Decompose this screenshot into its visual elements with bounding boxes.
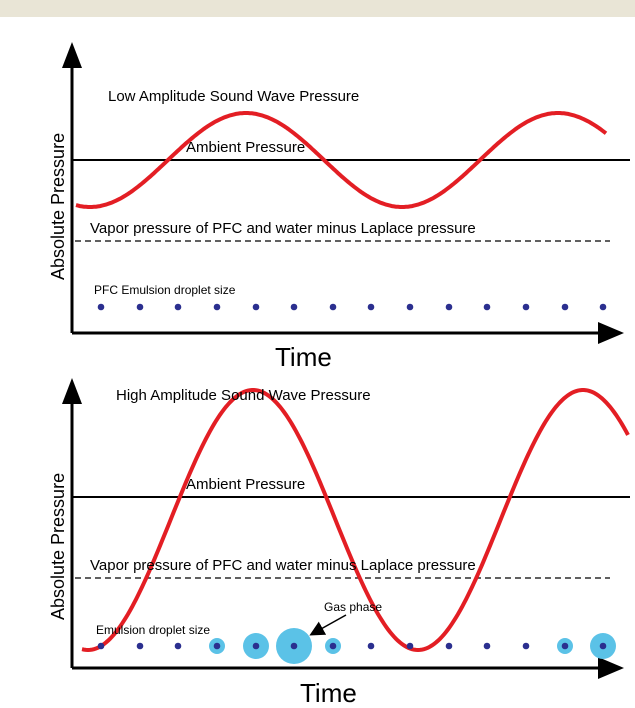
panel1-droplet — [136, 303, 144, 311]
panel2-droplet — [561, 642, 569, 650]
panel1-droplet — [561, 303, 569, 311]
y-axis-label-2: Absolute Pressure — [48, 473, 68, 620]
panel2-droplet — [213, 642, 221, 650]
droplet-label-2: Emulsion droplet size — [96, 623, 210, 637]
panel-high-amplitude: High Amplitude Sound Wave Pressure Ambie… — [48, 378, 630, 708]
x-axis-label-2: Time — [300, 678, 357, 708]
y-axis-arrow-2 — [62, 378, 82, 404]
panel1-droplet — [483, 303, 491, 311]
ambient-label-2: Ambient Pressure — [186, 476, 305, 493]
panel1-droplet — [445, 303, 453, 311]
panel1-droplet — [329, 303, 337, 311]
panel1-droplet — [599, 303, 607, 311]
droplet-row-2 — [97, 628, 616, 664]
panel1-droplet — [522, 303, 530, 311]
panel2-droplet — [483, 642, 491, 650]
panel-low-amplitude: Low Amplitude Sound Wave Pressure Ambien… — [48, 42, 630, 372]
droplet-row-1 — [97, 303, 607, 311]
panel1-droplet — [406, 303, 414, 311]
x-axis-arrow-1 — [598, 322, 624, 344]
panel2-droplet — [406, 642, 414, 650]
panel1-droplet — [97, 303, 105, 311]
top-band — [0, 0, 635, 17]
panel2-droplet — [329, 642, 337, 650]
droplet-label-1: PFC Emulsion droplet size — [94, 283, 236, 297]
panel2-droplet — [522, 642, 530, 650]
panel2-droplet — [97, 642, 105, 650]
panel2-droplet — [290, 642, 298, 650]
panel2-droplet — [445, 642, 453, 650]
panel2-droplet — [174, 642, 182, 650]
panel1-droplet — [367, 303, 375, 311]
vapor-label-2: Vapor pressure of PFC and water minus La… — [90, 557, 476, 574]
gas-phase-arrow — [309, 614, 347, 636]
vapor-label-1: Vapor pressure of PFC and water minus La… — [90, 220, 476, 237]
gas-phase-label: Gas phase — [324, 600, 382, 614]
panel2-droplet — [599, 642, 607, 650]
panel2-droplet — [136, 642, 144, 650]
wave-label-2: High Amplitude Sound Wave Pressure — [116, 387, 371, 404]
y-axis-label-1: Absolute Pressure — [48, 133, 68, 280]
panel1-droplet — [213, 303, 221, 311]
panel1-droplet — [252, 303, 260, 311]
ambient-label-1: Ambient Pressure — [186, 139, 305, 156]
sound-wave-low — [75, 111, 608, 209]
x-axis-arrow-2 — [598, 657, 624, 679]
panel1-droplet — [290, 303, 298, 311]
panel1-droplet — [174, 303, 182, 311]
y-axis-arrow-1 — [62, 42, 82, 68]
panel2-droplet — [367, 642, 375, 650]
wave-label-1: Low Amplitude Sound Wave Pressure — [108, 88, 359, 105]
panel2-droplet — [252, 642, 260, 650]
x-axis-label-1: Time — [275, 342, 332, 372]
sound-wave-high — [81, 388, 630, 653]
